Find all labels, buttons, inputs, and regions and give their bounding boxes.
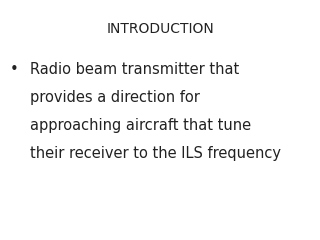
Text: Radio beam transmitter that: Radio beam transmitter that xyxy=(30,62,239,77)
Text: INTRODUCTION: INTRODUCTION xyxy=(106,22,214,36)
Text: provides a direction for: provides a direction for xyxy=(30,90,200,105)
Text: their receiver to the ILS frequency: their receiver to the ILS frequency xyxy=(30,146,281,161)
Text: approaching aircraft that tune: approaching aircraft that tune xyxy=(30,118,251,133)
Text: •: • xyxy=(10,62,19,77)
